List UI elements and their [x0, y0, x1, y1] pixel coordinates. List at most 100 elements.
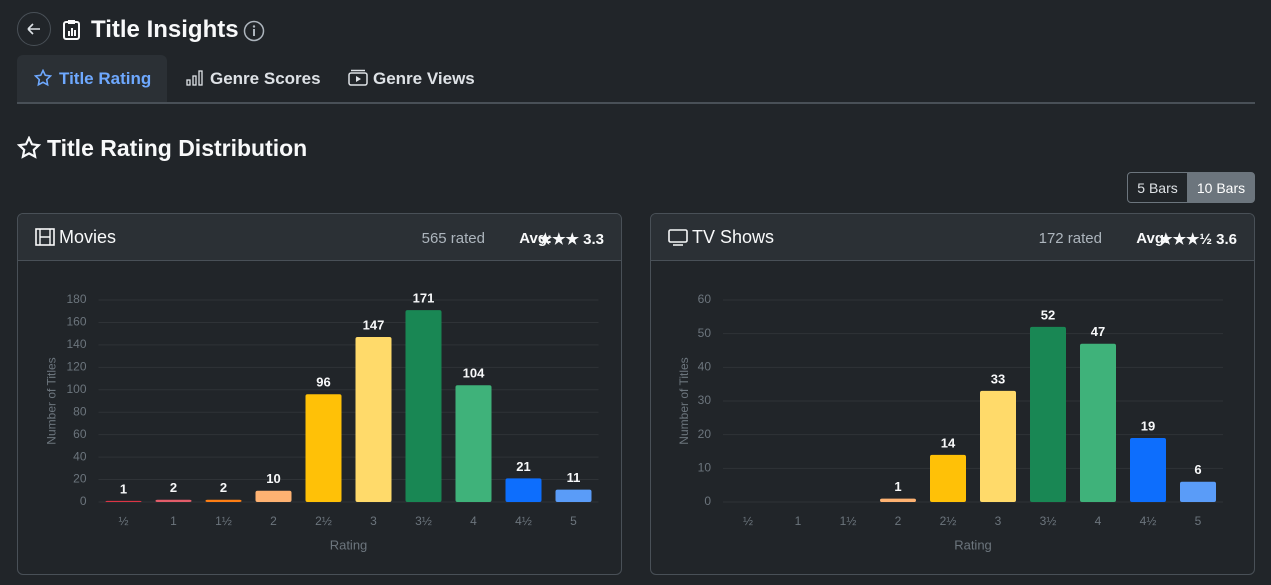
value-label: 52 — [1041, 307, 1055, 322]
back-icon — [27, 23, 40, 35]
card-header: TV Shows 172 rated Avg: ★★★½ 3.6 — [651, 214, 1254, 261]
value-label: 2 — [170, 480, 177, 495]
x-tick-label: 4 — [470, 514, 477, 528]
x-tick-label: ½ — [743, 514, 753, 528]
y-tick-label: 60 — [698, 292, 712, 306]
value-label: 10 — [266, 471, 280, 486]
y-axis-title: Number of Titles — [45, 357, 59, 444]
card-title: TV Shows — [692, 227, 775, 247]
x-tick-label: 2½ — [315, 514, 332, 528]
avg-value: ★★★ 3.3 — [538, 231, 604, 248]
section-title: Title Rating Distribution — [47, 135, 308, 161]
y-tick-label: 0 — [80, 494, 87, 508]
bar — [1180, 481, 1216, 502]
y-tick-label: 50 — [698, 326, 712, 340]
bar — [155, 499, 192, 502]
y-tick-label: 10 — [698, 461, 712, 475]
x-tick-label: 4 — [1095, 514, 1102, 528]
value-label: 96 — [316, 375, 330, 390]
x-tick-label: 4½ — [1140, 514, 1157, 528]
card-title: Movies — [59, 227, 117, 247]
y-tick-label: 140 — [66, 337, 86, 351]
y-tick-label: 80 — [73, 404, 87, 418]
y-tick-label: 0 — [704, 494, 711, 508]
card: TV Shows 172 rated Avg: ★★★½ 3.6 0 10 20 30… — [650, 213, 1255, 575]
x-tick-label: 1½ — [215, 514, 232, 528]
x-tick-label: ½ — [118, 514, 128, 528]
y-tick-label: 160 — [66, 315, 86, 329]
value-label: 19 — [1141, 418, 1155, 433]
tv-icon — [668, 229, 688, 246]
x-tick-label: 2 — [270, 514, 277, 528]
x-axis-title: Rating — [954, 537, 992, 552]
x-tick-label: 5 — [570, 514, 577, 528]
tab-label: Title Rating — [59, 69, 152, 88]
value-label: 1 — [120, 481, 127, 496]
value-label: 14 — [941, 435, 956, 450]
chart: 0 20 40 60 80 100 120 140 160 180 Number of Titles… — [45, 291, 599, 552]
value-label: 104 — [463, 366, 485, 381]
x-tick-label: 1 — [795, 514, 802, 528]
value-label: 21 — [516, 459, 530, 474]
card: Movies 565 rated Avg: ★★★ 3.3 0 20 40 60 80 1… — [17, 213, 622, 575]
y-tick-label: 30 — [698, 393, 712, 407]
value-label: 147 — [363, 317, 385, 332]
toggle-button[interactable]: 5 Bars — [1127, 172, 1188, 203]
film-icon — [35, 228, 55, 246]
back-button[interactable] — [17, 12, 51, 46]
y-tick-label: 120 — [66, 360, 86, 374]
bar — [505, 478, 542, 502]
bar — [355, 337, 392, 502]
y-tick-label: 180 — [66, 292, 86, 306]
bar — [455, 385, 492, 502]
info-icon[interactable] — [243, 20, 265, 42]
bar — [930, 454, 966, 502]
bar — [1080, 343, 1116, 502]
x-tick-label: 5 — [1195, 514, 1202, 528]
value-label: 171 — [413, 291, 435, 306]
y-tick-label: 60 — [73, 427, 87, 441]
page-title: Title Insights — [91, 16, 239, 43]
x-axis-title: Rating — [330, 537, 368, 552]
x-tick-label: 2 — [895, 514, 902, 528]
bars-icon — [186, 70, 203, 86]
bar — [555, 489, 592, 502]
bar — [1130, 438, 1166, 502]
rated-count: 172 rated — [1038, 230, 1102, 247]
tab-label: Genre Scores — [210, 69, 321, 88]
x-tick-label: 3½ — [415, 514, 432, 528]
tab-label: Genre Views — [373, 69, 475, 88]
x-tick-label: 1 — [170, 514, 177, 528]
bar — [405, 310, 442, 502]
toggle-button[interactable]: 10 Bars — [1187, 172, 1255, 203]
y-axis-title: Number of Titles — [677, 357, 691, 444]
bar — [255, 490, 292, 502]
bar — [105, 500, 142, 502]
value-label: 1 — [894, 479, 901, 494]
avg-label: Avg: — [519, 230, 552, 247]
rated-count: 565 rated — [421, 230, 485, 247]
x-tick-label: 1½ — [840, 514, 857, 528]
clipboard-icon — [63, 20, 80, 40]
bar — [205, 499, 242, 502]
tab-divider — [17, 102, 1255, 104]
x-tick-label: 3½ — [1040, 514, 1057, 528]
card-header: Movies 565 rated Avg: ★★★ 3.3 — [18, 214, 621, 261]
y-tick-label: 40 — [73, 449, 87, 463]
y-tick-label: 20 — [698, 427, 712, 441]
value-label: 47 — [1091, 324, 1105, 339]
bar — [1030, 326, 1066, 502]
star-icon — [17, 136, 41, 159]
avg-label: Avg: — [1136, 230, 1169, 247]
avg-value: ★★★½ 3.6 — [1159, 231, 1237, 248]
y-tick-label: 40 — [698, 360, 712, 374]
play-icon — [348, 69, 368, 86]
value-label: 33 — [991, 371, 1005, 386]
x-tick-label: 3 — [370, 514, 377, 528]
value-label: 6 — [1194, 462, 1201, 477]
star-icon — [34, 69, 52, 87]
tab[interactable]: Title Rating — [17, 55, 167, 104]
y-tick-label: 20 — [73, 472, 87, 486]
